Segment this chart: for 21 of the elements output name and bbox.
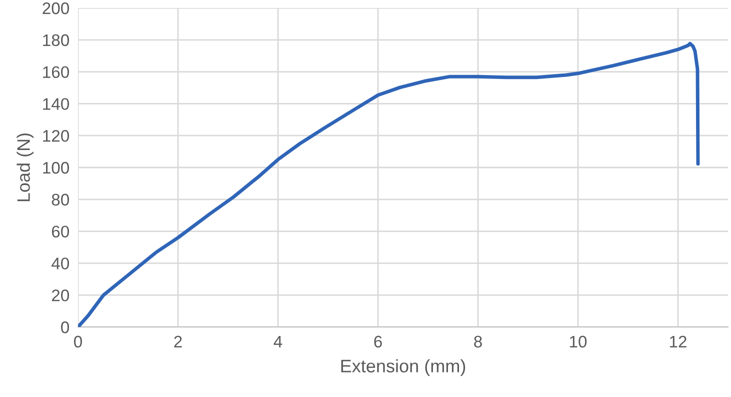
y-axis-title: Load (N): [16, 133, 34, 202]
y-tick-label: 120: [43, 130, 70, 142]
y-tick-label: 80: [52, 194, 70, 206]
line-series: [78, 42, 700, 327]
y-tick-label: 200: [42, 2, 70, 14]
x-tick-label: 6: [374, 336, 382, 348]
y-tick-label: 60: [52, 226, 70, 238]
x-axis-title: Extension (mm): [341, 359, 466, 376]
y-tick-label: 160: [43, 66, 70, 78]
x-tick-label: 8: [474, 336, 482, 348]
y-tick-label: 140: [43, 98, 70, 110]
x-tick-label: 0: [74, 336, 82, 348]
y-tick-label: 20: [52, 290, 70, 302]
y-tick-label: 40: [52, 258, 70, 270]
x-tick-label: 10: [570, 336, 587, 348]
x-tick-label: 2: [174, 336, 182, 348]
x-tick-label: 4: [274, 336, 282, 348]
y-tick-label: 0: [61, 321, 70, 334]
x-tick-label: 12: [670, 336, 686, 348]
y-tick-label: 180: [43, 34, 70, 46]
y-tick-label: 100: [43, 162, 70, 174]
